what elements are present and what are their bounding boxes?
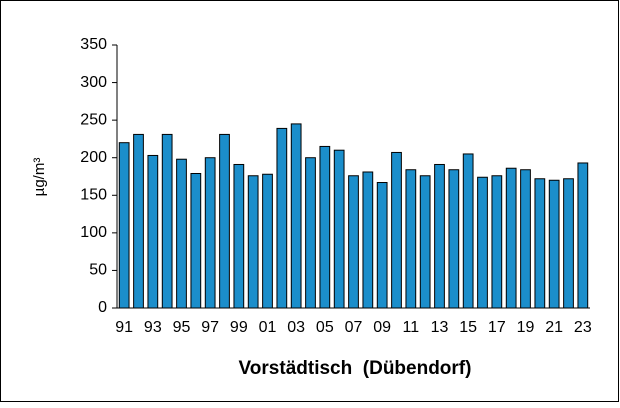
y-tick-label: 50: [89, 262, 107, 279]
bar: [262, 173, 273, 309]
bar: [118, 142, 130, 309]
x-tick-label: 19: [517, 319, 535, 336]
bar: [391, 151, 402, 309]
bar: [276, 127, 288, 309]
x-tick-label: 23: [574, 319, 592, 336]
x-tick-label: 21: [545, 319, 563, 336]
x-tick-label: 91: [115, 319, 133, 336]
x-tick-label: 03: [287, 319, 305, 336]
bar: [362, 171, 374, 309]
x-tick-label: 01: [259, 319, 277, 336]
bar: [161, 133, 173, 309]
bar: [204, 157, 216, 309]
y-tick-label: 350: [80, 36, 107, 53]
bar: [505, 167, 517, 309]
bar: [548, 179, 560, 309]
x-tick-label: 09: [373, 319, 391, 336]
bar: [520, 169, 531, 309]
x-tick-label: 15: [459, 319, 477, 336]
bar: [462, 153, 474, 309]
bar: [563, 178, 574, 309]
bar: [405, 169, 417, 309]
x-tick-label: 11: [403, 319, 420, 336]
y-tick-label: 150: [80, 187, 107, 204]
x-tick-label: 17: [488, 319, 506, 336]
bar: [348, 175, 359, 309]
bar: [577, 162, 589, 309]
bar: [290, 123, 302, 309]
bar: [305, 157, 316, 309]
x-tick-label: 97: [201, 319, 219, 336]
y-axis-label: µg/m³: [31, 158, 48, 197]
bar: [190, 172, 202, 309]
bar: [448, 169, 460, 309]
x-tick-label: 05: [316, 319, 334, 336]
bar: [419, 175, 431, 309]
bar: [233, 163, 245, 309]
y-tick-label: 250: [80, 111, 107, 128]
bar: [176, 158, 187, 309]
bar: [333, 149, 345, 309]
x-tick-label: 99: [230, 319, 248, 336]
bar: [477, 176, 488, 309]
bar: [376, 182, 388, 309]
x-tick-label: 13: [431, 319, 449, 336]
bar: [219, 133, 230, 309]
y-tick-label: 200: [80, 149, 107, 166]
y-tick-label: 100: [80, 224, 107, 241]
bar: [319, 145, 331, 309]
bar: [534, 178, 546, 309]
y-tick-label: 0: [98, 299, 107, 316]
x-axis-label: Vorstädtisch (Dübendorf): [239, 358, 472, 379]
bar: [434, 163, 445, 309]
x-tick-label: 95: [173, 319, 191, 336]
x-tick-label: 93: [144, 319, 162, 336]
bar: [247, 175, 259, 309]
y-tick-label: 300: [80, 74, 107, 91]
bar: [133, 133, 144, 309]
bar: [491, 175, 503, 309]
bar: [147, 154, 159, 309]
x-tick-label: 07: [345, 319, 363, 336]
